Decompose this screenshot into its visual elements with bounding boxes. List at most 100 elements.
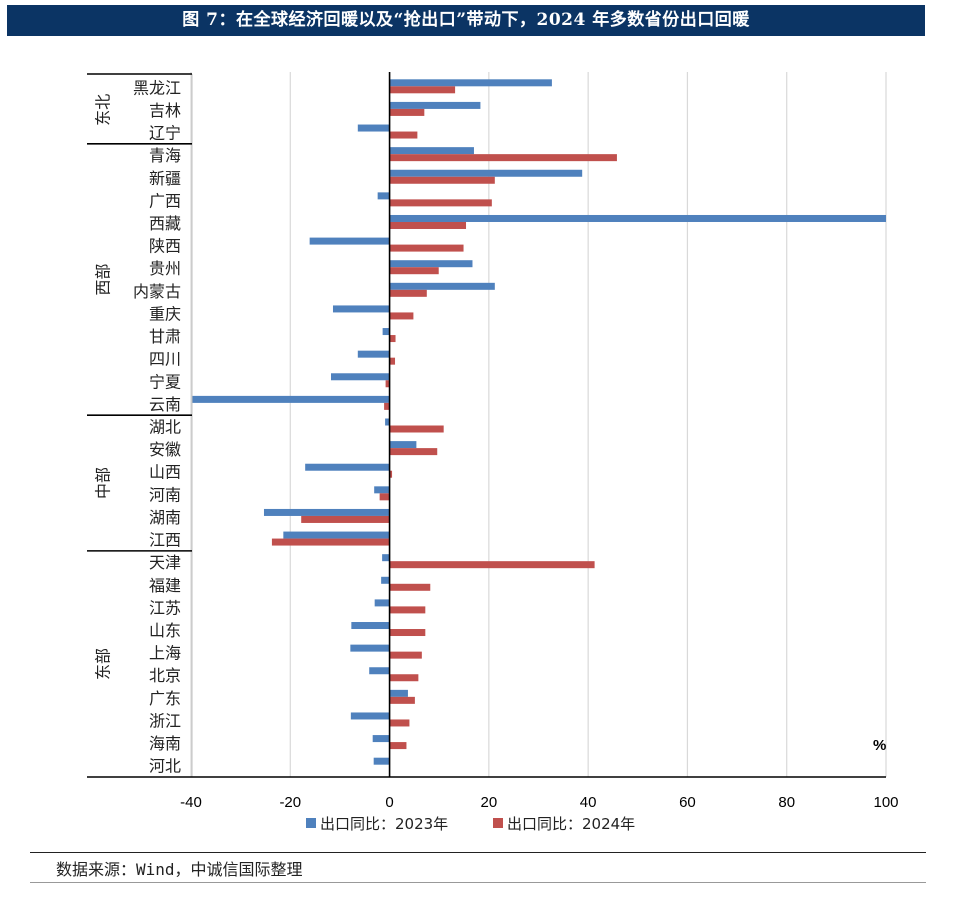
bar-2023 — [357, 124, 390, 132]
bar-2023 — [381, 576, 390, 584]
bar-2023 — [357, 350, 390, 358]
x-tick-label: -20 — [279, 794, 301, 811]
bar-2024 — [389, 696, 415, 704]
group-label: 中部 — [94, 467, 113, 499]
bar-2024 — [389, 131, 418, 139]
bar-2024 — [389, 651, 422, 659]
legend-swatch — [493, 818, 503, 828]
source-divider-top — [30, 852, 926, 853]
figure-title: 图 7：在全球经济回暖以及“抢出口”带动下，2024 年多数省份出口回暖 — [7, 5, 925, 36]
x-tick-label: 100 — [873, 794, 898, 811]
group-label: 东部 — [94, 648, 113, 680]
bar-2023 — [389, 282, 495, 290]
bar-2023 — [332, 305, 390, 313]
category-label: 安徽 — [149, 440, 181, 459]
category-label: 河北 — [149, 757, 181, 776]
x-tick-label: 60 — [679, 794, 696, 811]
category-label: 福建 — [149, 576, 181, 595]
bar-2024 — [389, 742, 407, 750]
bar-2024 — [384, 402, 390, 410]
bar-2023 — [369, 667, 390, 675]
bar-2024 — [389, 606, 426, 614]
category-label: 四川 — [149, 350, 181, 369]
category-label: 新疆 — [149, 169, 181, 188]
bar-2023 — [263, 508, 390, 516]
bar-2024 — [389, 583, 431, 591]
data-source: 数据来源：Wind，中诚信国际整理 — [56, 860, 303, 879]
x-tick-label: 40 — [580, 794, 597, 811]
x-tick-label: 80 — [778, 794, 795, 811]
bar-2024 — [389, 108, 425, 116]
bar-2023 — [382, 328, 390, 336]
bar-2024 — [389, 561, 595, 569]
bar-2023 — [389, 101, 481, 109]
bar-2024 — [389, 448, 438, 456]
bar-2024 — [301, 515, 390, 523]
bar-2024 — [389, 86, 456, 94]
category-label: 辽宁 — [149, 124, 181, 143]
category-label: 北京 — [149, 666, 181, 685]
category-label: 重庆 — [149, 304, 181, 323]
category-label: 山东 — [149, 621, 181, 640]
category-label: 广西 — [149, 191, 181, 210]
bar-2024 — [389, 221, 467, 229]
bar-2024 — [389, 154, 617, 162]
category-label: 浙江 — [149, 711, 181, 730]
bar-2023 — [372, 735, 390, 743]
source-divider-bottom — [30, 882, 926, 883]
bar-2023 — [350, 712, 390, 720]
bar-2024 — [389, 289, 427, 297]
category-label: 河南 — [149, 485, 181, 504]
bar-2024 — [389, 425, 444, 433]
bar-2024 — [389, 357, 396, 365]
category-label: 江苏 — [149, 598, 181, 617]
bar-2024 — [389, 199, 492, 207]
bar-2024 — [389, 176, 495, 184]
legend: 出口同比：2023年 出口同比：2024年 — [306, 815, 635, 833]
bar-2023 — [330, 373, 390, 381]
bar-2023 — [389, 689, 408, 697]
legend-label: 出口同比：2023年 — [320, 815, 448, 833]
bar-2023 — [389, 214, 886, 222]
group-label: 西部 — [94, 264, 113, 296]
category-label: 江西 — [149, 531, 181, 550]
bar-2024 — [271, 538, 390, 546]
bar-2023 — [283, 531, 390, 539]
bar-2024 — [389, 267, 439, 275]
category-label: 海南 — [149, 734, 181, 753]
category-label: 湖北 — [149, 418, 181, 437]
legend-swatch — [306, 818, 316, 828]
bar-2023 — [374, 599, 390, 607]
category-label: 青海 — [149, 146, 181, 165]
bar-2024 — [389, 335, 396, 343]
axes: -40 -20 0 20 40 60 80 100% — [87, 72, 899, 811]
unit-label: % — [873, 737, 886, 754]
bar-2024 — [389, 312, 414, 320]
category-label: 山西 — [149, 463, 181, 482]
bar-2024 — [389, 629, 426, 637]
category-label: 吉林 — [149, 101, 181, 120]
bar-2023 — [389, 441, 417, 449]
category-label: 黑龙江 — [133, 78, 181, 97]
bar-2023 — [309, 237, 390, 245]
bar-2024 — [389, 674, 419, 682]
bar-2024 — [389, 244, 464, 252]
category-label: 西藏 — [149, 214, 181, 233]
category-label: 天津 — [149, 553, 181, 572]
bar-2024 — [379, 493, 390, 501]
category-label: 内蒙古 — [133, 282, 181, 301]
bar-2023 — [351, 622, 390, 630]
bar-2023 — [373, 757, 390, 765]
category-label: 上海 — [149, 644, 181, 663]
bar-2023 — [389, 260, 473, 268]
bar-2024 — [385, 380, 390, 388]
category-label: 陕西 — [149, 237, 181, 256]
category-label: 云南 — [149, 395, 181, 414]
bar-2024 — [389, 470, 393, 478]
bar-2023 — [305, 463, 390, 471]
x-tick-label: 20 — [481, 794, 498, 811]
bar-2023 — [350, 644, 390, 652]
bar-2023 — [389, 147, 474, 155]
